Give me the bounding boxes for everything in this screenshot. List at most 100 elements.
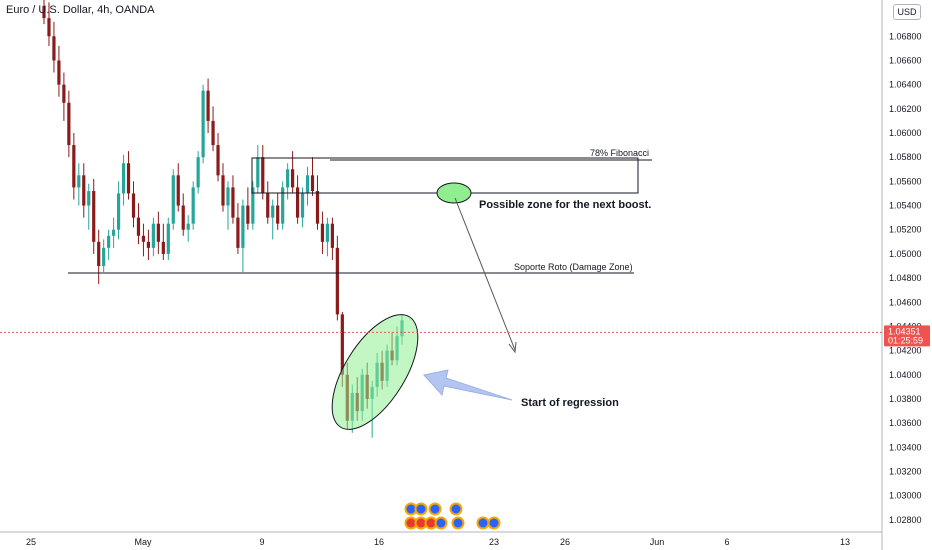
candle-body [236,217,240,248]
time-axis[interactable]: 25 May 9 16 23 26 Jun 6 13 [26,537,850,547]
candle-body [62,84,66,103]
candle-body [72,145,76,188]
labels-layer: 78% Fibonacci Possible zone for the next… [479,148,651,409]
candle-body [166,223,170,254]
current-price-value: 1.04351 [888,326,921,336]
price-tick-label: 1.05000 [889,249,922,259]
candle-body [92,191,96,242]
candle-body [136,217,141,236]
projection-arrow[interactable] [454,197,516,351]
price-tick-label: 1.03000 [889,491,922,501]
time-tick-label: May [134,537,152,547]
candle-body [216,145,220,176]
price-tick-label: 1.05800 [889,152,922,162]
candle-body [315,191,320,224]
time-tick-label: 26 [560,537,570,547]
candle-body [186,223,190,230]
economic-events[interactable] [404,502,501,530]
candle-body [305,175,310,194]
candle-body [82,175,86,206]
candle-body [131,193,136,218]
candle-body [161,241,165,254]
time-tick-label: 13 [840,537,850,547]
candle-body [121,163,126,194]
candle-countdown: 01:25:59 [888,335,923,345]
regression-label: Start of regression [521,397,619,409]
candle-body [320,223,325,242]
candle-body [276,205,280,224]
candle-body [291,169,295,188]
currency-button[interactable]: USD [893,4,921,20]
event-icon[interactable] [428,502,442,516]
time-tick-label: 16 [374,537,384,547]
price-tick-label: 1.06800 [889,31,922,41]
time-tick-label: 6 [724,537,729,547]
regression-arrow[interactable] [423,369,513,401]
event-icon[interactable] [451,516,465,530]
time-tick-label: 23 [489,537,499,547]
candle-body [201,90,205,158]
candle-body [330,223,334,248]
price-tick-label: 1.05200 [889,225,922,235]
candle-body [251,187,255,224]
candle-body [126,163,131,194]
price-tick-label: 1.06200 [889,104,922,114]
event-icon[interactable] [476,516,490,530]
candle-body [266,193,270,218]
projection-arrowhead [508,341,517,354]
candle-body [102,247,106,266]
candle-body [42,6,46,19]
candle-body [281,187,285,224]
price-tick-label: 1.04000 [889,370,922,380]
event-icon[interactable] [487,516,501,530]
candle-body [146,241,151,248]
candle-body [256,157,260,188]
current-price-badge: 1.04351 01:25:59 [884,325,930,347]
regression-ellipse[interactable] [315,301,435,443]
price-tick-label: 1.03800 [889,394,922,404]
candle-body [181,205,185,230]
candle-body [52,36,56,61]
price-axis[interactable]: 1.06800 1.06600 1.06400 1.06200 1.06000 1.058… [889,31,922,525]
fib-label: 78% Fibonacci [590,148,649,158]
candle-body [116,193,121,230]
candle-body [112,229,116,236]
candle-body [340,314,344,375]
event-icon[interactable] [434,516,448,530]
drawings-layer [68,157,652,443]
candle-body [87,191,91,206]
price-tick-label: 1.03200 [889,467,922,477]
candle-body [171,175,175,224]
candle-body [246,205,250,224]
candle-body [156,223,160,242]
candle-body [196,157,200,188]
candle-body [107,235,111,248]
price-tick-label: 1.02800 [889,515,922,525]
time-tick-label: 25 [26,537,36,547]
symbol-title[interactable]: Euro / U.S. Dollar, 4h, OANDA [6,4,155,16]
candle-body [206,90,210,121]
candle-body [271,205,275,218]
support-label: Soporte Roto (Damage Zone) [514,262,633,272]
candle-body [211,120,215,146]
candle-body [300,193,305,218]
candle-body [141,235,146,242]
price-tick-label: 1.06400 [889,80,922,90]
candle-body [67,102,71,146]
boost-zone-ellipse[interactable] [436,182,472,204]
candle-body [151,223,155,248]
price-tick-label: 1.06600 [889,55,922,65]
price-tick-label: 1.05400 [889,201,922,211]
price-tick-label: 1.05600 [889,176,922,186]
candle-body [325,223,330,242]
time-tick-label: 9 [259,537,264,547]
candle-body [77,175,81,188]
price-tick-label: 1.03400 [889,442,922,452]
event-icon[interactable] [414,502,428,516]
candle-body [295,187,300,218]
candle-body [97,241,101,266]
price-tick-label: 1.06000 [889,128,922,138]
candle-body [261,157,265,194]
event-icon[interactable] [449,502,463,516]
